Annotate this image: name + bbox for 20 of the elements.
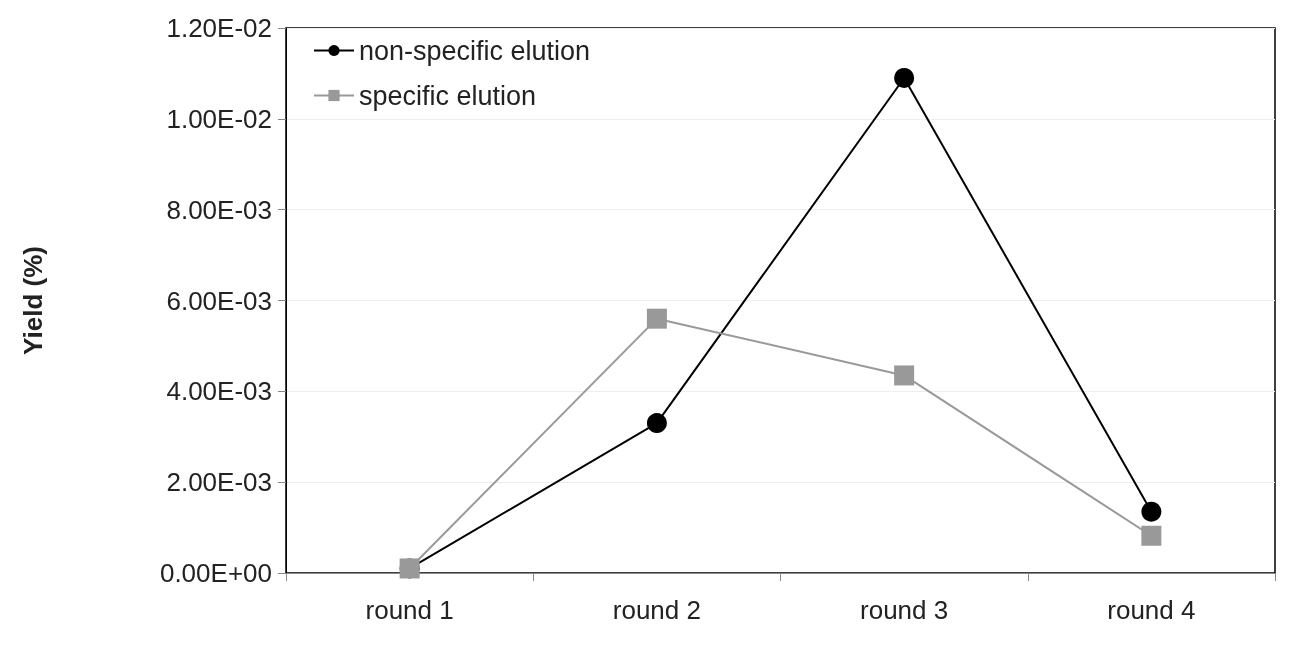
y-tick-label: 1.20E-02 [166,13,272,43]
x-tick-label: round 4 [1107,595,1196,625]
x-tick-label: round 3 [860,595,949,625]
y-tick-label: 8.00E-03 [166,194,272,225]
point [646,413,667,434]
x-tick-label: round 1 [365,595,454,625]
point [646,308,667,329]
point [1141,525,1162,546]
y-axis-title: Yield (%) [18,246,48,355]
legend-label: specific elution [359,80,537,111]
y-tick-label: 1.00E-02 [166,103,272,134]
y-tick-label: 4.00E-03 [166,376,272,407]
x-tick-label: round 2 [612,595,701,625]
y-tick-label: 2.00E-03 [166,467,272,498]
legend-label: non-specific elution [359,35,591,66]
y-tick-label: 6.00E-03 [166,285,272,316]
point [1141,501,1162,522]
point [894,365,915,386]
y-tick-label: 0.00E+00 [159,558,272,588]
point [894,67,915,88]
